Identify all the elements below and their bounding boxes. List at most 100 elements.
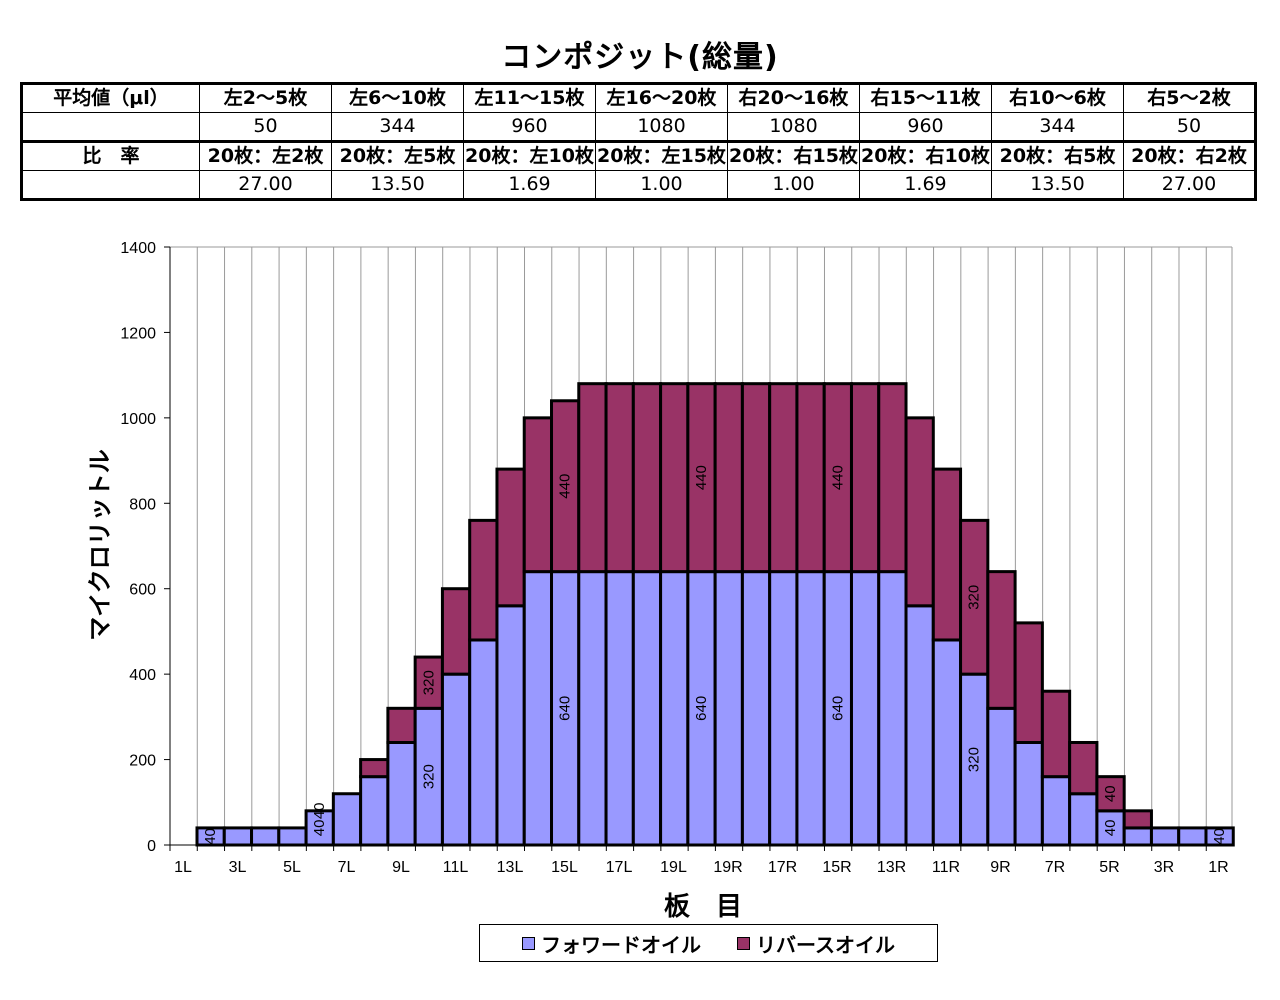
legend-item-forward: フォワードオイル [522,929,701,958]
data-label: 640 [693,696,710,721]
x-tick-label: 17L [606,859,633,876]
x-tick-label: 1L [174,859,192,876]
bar-forward-oil [1177,826,1208,847]
average-value: 50 [199,112,332,142]
column-header: 右15〜11枚 [859,83,992,113]
average-value: 344 [991,112,1124,142]
x-tick-label: 19L [660,859,687,876]
bar-reverse-oil [931,467,963,642]
data-label: 320 [966,585,983,610]
bar-forward-oil [768,570,799,847]
y-tick-label: 1400 [120,240,156,257]
bar-forward-oil [740,570,772,847]
data-label: 640 [557,696,574,721]
legend-item-reverse: リバースオイル [737,929,895,958]
y-tick-label: 0 [147,838,156,855]
x-axis-title: 板 目 [664,892,742,920]
column-header: 左2〜5枚 [199,83,332,113]
table-row: 27.00 13.50 1.69 1.00 1.00 1.69 13.50 27… [21,170,1256,200]
bar-forward-oil [386,740,417,847]
x-tick-label: 5R [1099,859,1119,876]
empty-cell [21,112,200,142]
data-label: 40 [311,802,328,819]
x-tick-label: 7L [338,859,356,876]
ratio-value: 13.50 [991,170,1124,200]
average-header: 平均値（μl） [21,83,200,113]
bar-reverse-oil [1040,689,1072,779]
bar-forward-oil [1149,826,1181,847]
bar-reverse-oil [359,758,390,779]
ratio-label: 20枚：左15枚 [595,140,728,171]
ratio-value: 1.69 [463,170,596,200]
bar-forward-oil [277,826,308,847]
data-label: 320 [966,747,983,772]
bar-reverse-oil [1122,809,1153,830]
bar-reverse-oil [631,382,663,574]
data-label: 40 [1102,785,1119,802]
column-header: 左16〜20枚 [595,83,728,113]
y-axis-title: マイクロリットル [86,449,114,641]
x-tick-label: 15R [822,859,851,876]
average-value: 50 [1123,112,1256,142]
empty-cell [21,170,200,200]
bar-reverse-oil [413,655,444,710]
ratio-label: 20枚：右5枚 [991,140,1124,171]
x-tick-label: 5L [283,859,301,876]
bar-reverse-oil [986,570,1017,710]
bar-reverse-oil [713,382,744,574]
bar-reverse-oil [822,382,853,574]
x-tick-label: 9L [392,859,410,876]
average-value: 960 [859,112,992,142]
ratio-value: 1.00 [595,170,728,200]
bar-forward-oil [659,570,690,847]
data-label: 40 [202,828,219,845]
bar-forward-oil [795,570,826,847]
x-tick-label: 13R [877,859,906,876]
bar-forward-oil [1068,792,1099,847]
column-header: 右10〜6枚 [991,83,1124,113]
bar-reverse-oil [468,518,499,642]
data-label: 320 [420,764,437,789]
x-tick-label: 7R [1045,859,1065,876]
bar-forward-oil [1013,740,1044,847]
bar-reverse-oil [1068,740,1099,796]
bar-reverse-oil [522,416,554,574]
x-tick-label: 11L [443,859,469,876]
data-label: 40 [1102,820,1119,837]
average-value: 1080 [595,112,728,142]
bar-reverse-oil [1013,621,1044,744]
ratio-value: 1.00 [727,170,860,200]
bar-forward-oil [577,570,608,847]
chart-title: コンポジット(総量) [501,40,779,75]
data-label: 440 [693,465,710,490]
bar-reverse-oil [550,399,581,574]
bar-forward-oil [631,570,663,847]
data-label: 440 [557,474,574,499]
data-label: 440 [829,465,846,490]
bar-forward-oil [468,638,499,847]
x-tick-label: 19R [713,859,742,876]
bar-reverse-oil [877,382,908,574]
bar-forward-oil [986,706,1017,847]
x-tick-label: 1R [1208,859,1228,876]
x-tick-label: 17R [768,859,797,876]
bar-forward-oil [904,604,935,847]
bar-forward-oil [1040,775,1072,847]
ratio-label: 20枚：右10枚 [859,140,992,171]
ratio-label: 20枚：左10枚 [463,140,596,171]
bar-forward-oil [1122,826,1153,847]
ratio-value: 27.00 [1123,170,1256,200]
bar-reverse-oil [768,382,799,574]
bar-reverse-oil [440,587,472,676]
x-tick-label: 3R [1154,859,1174,876]
column-header: 左6〜10枚 [331,83,464,113]
ratio-label: 20枚：左2枚 [199,140,332,171]
legend-label: フォワードオイル [541,932,701,957]
legend-label: リバースオイル [756,932,895,957]
bar-forward-oil [359,775,390,847]
legend-swatch [737,936,750,950]
bar-reverse-oil [904,416,935,608]
bar-reverse-oil [959,518,990,676]
ratio-value: 27.00 [199,170,332,200]
data-label: 40 [311,820,328,837]
